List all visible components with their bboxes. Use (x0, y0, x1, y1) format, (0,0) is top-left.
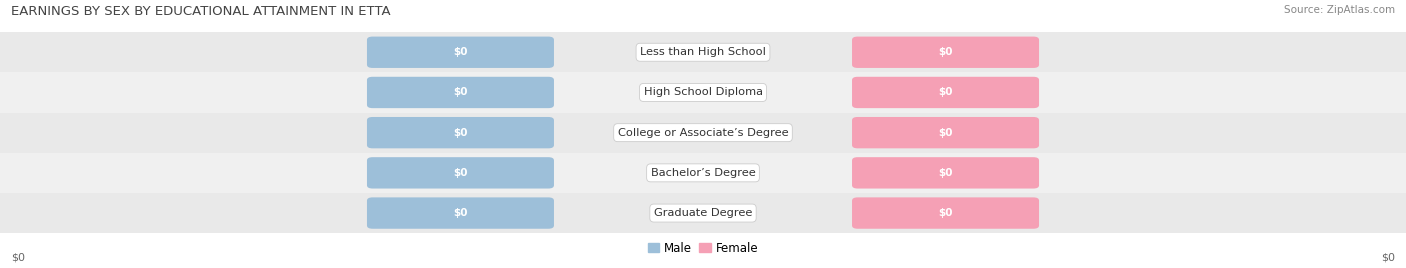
Text: $0: $0 (1381, 253, 1395, 263)
Text: Bachelor’s Degree: Bachelor’s Degree (651, 168, 755, 178)
Text: EARNINGS BY SEX BY EDUCATIONAL ATTAINMENT IN ETTA: EARNINGS BY SEX BY EDUCATIONAL ATTAINMEN… (11, 5, 391, 18)
Bar (0, 113, 1406, 153)
FancyBboxPatch shape (367, 197, 554, 229)
Text: $0: $0 (938, 128, 953, 138)
Text: $0: $0 (938, 168, 953, 178)
FancyBboxPatch shape (852, 117, 1039, 148)
FancyBboxPatch shape (852, 36, 1039, 68)
FancyBboxPatch shape (367, 157, 554, 189)
Text: College or Associate’s Degree: College or Associate’s Degree (617, 128, 789, 138)
Text: $0: $0 (453, 128, 468, 138)
Bar (0, 153, 1406, 193)
FancyBboxPatch shape (367, 36, 554, 68)
Text: Less than High School: Less than High School (640, 47, 766, 57)
Text: $0: $0 (11, 253, 25, 263)
Text: $0: $0 (453, 47, 468, 57)
Text: $0: $0 (938, 87, 953, 98)
Bar (0, 193, 1406, 233)
Text: $0: $0 (453, 87, 468, 98)
Text: $0: $0 (938, 208, 953, 218)
Text: $0: $0 (453, 208, 468, 218)
FancyBboxPatch shape (367, 117, 554, 148)
Bar (0, 32, 1406, 72)
FancyBboxPatch shape (852, 157, 1039, 189)
Legend: Male, Female: Male, Female (643, 237, 763, 259)
Text: High School Diploma: High School Diploma (644, 87, 762, 98)
FancyBboxPatch shape (852, 197, 1039, 229)
FancyBboxPatch shape (852, 77, 1039, 108)
Text: Graduate Degree: Graduate Degree (654, 208, 752, 218)
Text: Source: ZipAtlas.com: Source: ZipAtlas.com (1284, 5, 1395, 15)
Text: $0: $0 (453, 168, 468, 178)
Bar (0, 72, 1406, 113)
Text: $0: $0 (938, 47, 953, 57)
FancyBboxPatch shape (367, 77, 554, 108)
